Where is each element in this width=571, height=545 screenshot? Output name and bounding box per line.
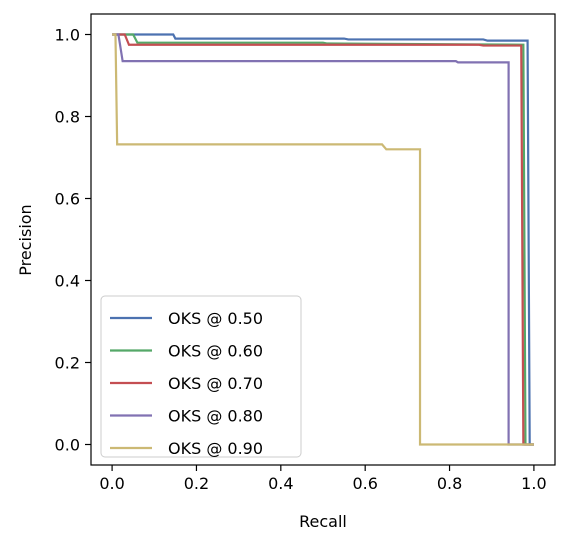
legend: OKS @ 0.50 OKS @ 0.60 OKS @ 0.70 OKS @ 0.80… xyxy=(100,295,302,458)
x-tick-label: 1.0 xyxy=(521,474,546,493)
series-layer xyxy=(112,33,534,446)
x-tick-label: 0.0 xyxy=(99,474,124,493)
y-tick-label: 1.0 xyxy=(55,26,80,45)
legend-label-3: OKS @ 0.80 xyxy=(168,407,263,426)
legend-label-4: OKS @ 0.90 xyxy=(168,439,263,458)
y-axis-title: Precision xyxy=(16,204,35,275)
x-axis-title: Recall xyxy=(299,512,347,531)
y-tick-label: 0.2 xyxy=(55,354,80,373)
y-tick-label: 0.4 xyxy=(55,272,80,291)
series-line-3 xyxy=(112,33,534,446)
x-tick-label: 0.2 xyxy=(184,474,209,493)
x-axis-ticks: 0.0 0.2 0.4 0.6 0.8 1.0 xyxy=(99,465,547,493)
legend-frame xyxy=(100,295,302,458)
series-line-2 xyxy=(112,33,534,446)
legend-label-0: OKS @ 0.50 xyxy=(168,309,263,328)
x-tick-label: 0.4 xyxy=(268,474,293,493)
y-tick-label: 0.6 xyxy=(55,190,80,209)
series-line-1 xyxy=(112,33,534,446)
legend-label-2: OKS @ 0.70 xyxy=(168,374,263,393)
series-line-4 xyxy=(112,33,534,446)
plot-frame xyxy=(90,13,556,466)
y-tick-label: 0.8 xyxy=(55,108,80,127)
y-axis-ticks: 0.0 0.2 0.4 0.6 0.8 1.0 xyxy=(55,26,91,455)
x-tick-label: 0.6 xyxy=(352,474,377,493)
y-tick-label: 0.0 xyxy=(55,436,80,455)
x-tick-label: 0.8 xyxy=(437,474,462,493)
legend-label-1: OKS @ 0.60 xyxy=(168,342,263,361)
